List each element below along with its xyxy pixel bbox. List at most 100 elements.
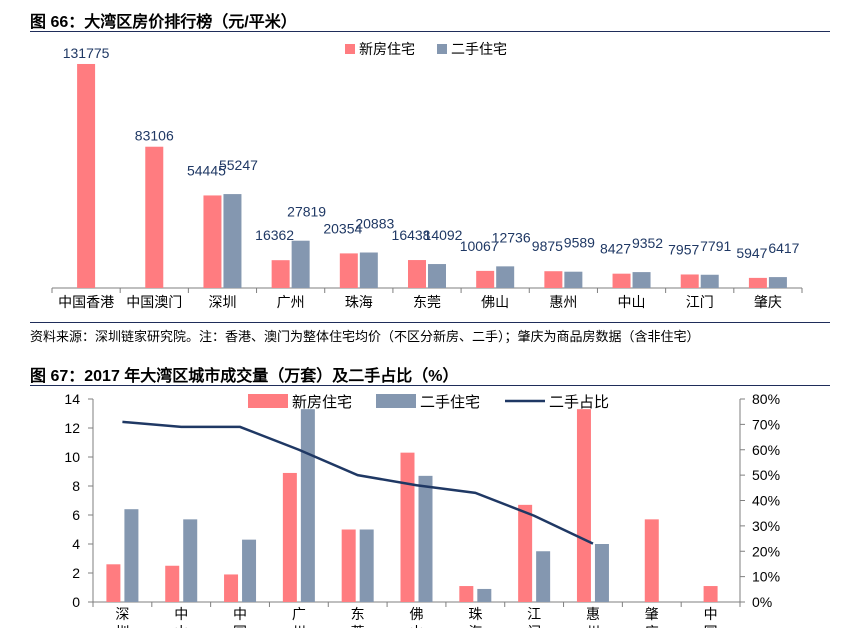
x-tick-label: 佛 xyxy=(410,606,424,622)
x-tick-label-cont: 州 xyxy=(586,624,600,628)
right-y-tick-label: 80% xyxy=(752,391,780,407)
data-label-new: 8427 xyxy=(600,241,631,257)
data-label-second: 12736 xyxy=(492,229,531,245)
x-tick-label: 中山 xyxy=(618,294,646,310)
bar-second-hand xyxy=(632,272,651,288)
right-y-tick-label: 0% xyxy=(752,594,772,610)
data-label-second: 7791 xyxy=(700,238,731,254)
bar-second-hand xyxy=(223,194,242,288)
x-tick-label: 中 xyxy=(704,606,718,622)
bar-second-hand xyxy=(300,409,315,602)
x-tick-label: 江 xyxy=(527,606,541,622)
x-tick-label: 深圳 xyxy=(208,294,236,310)
bar-new-housing xyxy=(339,253,358,288)
bar-new-housing xyxy=(341,529,356,602)
bar-second-hand xyxy=(418,475,433,602)
data-label-new: 9875 xyxy=(532,238,563,254)
left-y-tick-label: 6 xyxy=(72,507,80,523)
data-label-second: 20883 xyxy=(355,215,394,231)
left-y-tick-label: 2 xyxy=(72,565,80,581)
bar-new-housing xyxy=(282,472,297,602)
data-label-new: 54445 xyxy=(187,162,226,178)
x-tick-label: 佛山 xyxy=(481,294,509,310)
x-tick-label: 中国澳门 xyxy=(126,294,182,310)
x-tick-label: 中 xyxy=(233,606,247,622)
bar-new-housing xyxy=(77,63,96,288)
bar-new-housing xyxy=(644,519,659,602)
right-y-tick-label: 70% xyxy=(752,416,780,432)
data-label-new: 131775 xyxy=(63,45,110,61)
bar-new-housing xyxy=(748,277,767,288)
bar-second-hand xyxy=(594,544,609,602)
fig66-title: 图 66：大湾区房价排行榜（元/平米） xyxy=(30,14,297,31)
bar-second-hand xyxy=(768,277,787,288)
fig66-source-note: 资料来源：深圳链家研究院。注：香港、澳门为整体住宅均价（不区分新房、二手）；肇庆… xyxy=(30,329,700,344)
data-label-new: 83106 xyxy=(135,128,174,144)
right-y-tick-label: 30% xyxy=(752,518,780,534)
bar-second-hand xyxy=(359,529,374,602)
line-second-hand-share xyxy=(122,420,594,545)
right-y-tick-label: 10% xyxy=(752,569,780,585)
left-y-tick-label: 12 xyxy=(64,420,80,436)
right-y-tick-label: 40% xyxy=(752,493,780,509)
bar-new-housing xyxy=(165,565,180,602)
left-y-tick-label: 0 xyxy=(72,594,80,610)
x-tick-label: 东 xyxy=(351,606,365,622)
fig66-top-rule xyxy=(30,31,830,32)
x-tick-label: 珠 xyxy=(468,606,482,622)
bar-new-housing xyxy=(576,409,591,602)
bar-second-hand xyxy=(564,271,583,288)
bar-new-housing xyxy=(106,564,121,602)
x-tick-label-cont: 海 xyxy=(468,624,482,628)
bar-second-hand xyxy=(242,539,257,602)
x-tick-label-cont: 门 xyxy=(527,624,541,628)
data-label-second: 14092 xyxy=(424,227,463,243)
right-y-tick-label: 20% xyxy=(752,543,780,559)
x-tick-label: 肇 xyxy=(645,606,659,622)
right-y-tick-label: 50% xyxy=(752,467,780,483)
bar-new-housing xyxy=(518,504,533,602)
data-label-new: 16438 xyxy=(392,227,431,243)
bar-new-housing xyxy=(703,586,718,602)
bar-second-hand xyxy=(124,509,139,602)
legend-label-second: 二手住宅 xyxy=(420,394,480,411)
bar-second-hand xyxy=(428,264,446,288)
bar-new-housing xyxy=(271,260,290,288)
x-tick-label: 广 xyxy=(292,606,306,622)
x-tick-label: 肇庆 xyxy=(754,294,782,310)
fig67-title: 图 67：2017 年大湾区城市成交量（万套）及二手占比（%） xyxy=(30,368,459,385)
x-tick-label-cont: 国 xyxy=(704,624,718,628)
x-tick-label: 中 xyxy=(174,606,188,622)
bar-second-hand xyxy=(496,266,515,288)
data-label-new: 16362 xyxy=(255,227,294,243)
x-tick-label: 江门 xyxy=(686,294,714,310)
bar-new-housing xyxy=(408,260,426,288)
x-tick-label: 惠州 xyxy=(549,294,577,310)
x-tick-label: 珠海 xyxy=(345,294,373,310)
bar-new-housing xyxy=(203,195,222,288)
bar-new-housing xyxy=(544,271,563,288)
x-tick-label: 中国香港 xyxy=(58,294,114,310)
legend-label-new: 新房住宅 xyxy=(359,41,415,57)
legend-swatch-new xyxy=(345,44,355,54)
bar-new-housing xyxy=(400,452,415,602)
x-tick-label-cont: 州 xyxy=(292,624,306,628)
left-y-tick-label: 10 xyxy=(64,449,80,465)
bar-second-hand xyxy=(700,274,719,288)
x-tick-label-cont: 山 xyxy=(410,624,424,628)
data-label-second: 6417 xyxy=(768,240,799,256)
bar-new-housing xyxy=(612,273,631,288)
left-y-tick-label: 14 xyxy=(64,391,80,407)
legend-swatch-second xyxy=(437,44,447,54)
data-label-second: 9589 xyxy=(564,235,595,251)
bar-second-hand xyxy=(536,551,551,602)
x-tick-label-cont: 国 xyxy=(233,624,247,628)
bar-new-housing xyxy=(145,146,164,288)
left-y-tick-label: 8 xyxy=(72,478,80,494)
bar-second-hand xyxy=(183,519,198,602)
legend-swatch-new xyxy=(248,394,288,408)
legend-label-share: 二手占比 xyxy=(549,394,609,411)
right-y-tick-label: 60% xyxy=(752,442,780,458)
x-tick-label: 广州 xyxy=(277,294,305,310)
